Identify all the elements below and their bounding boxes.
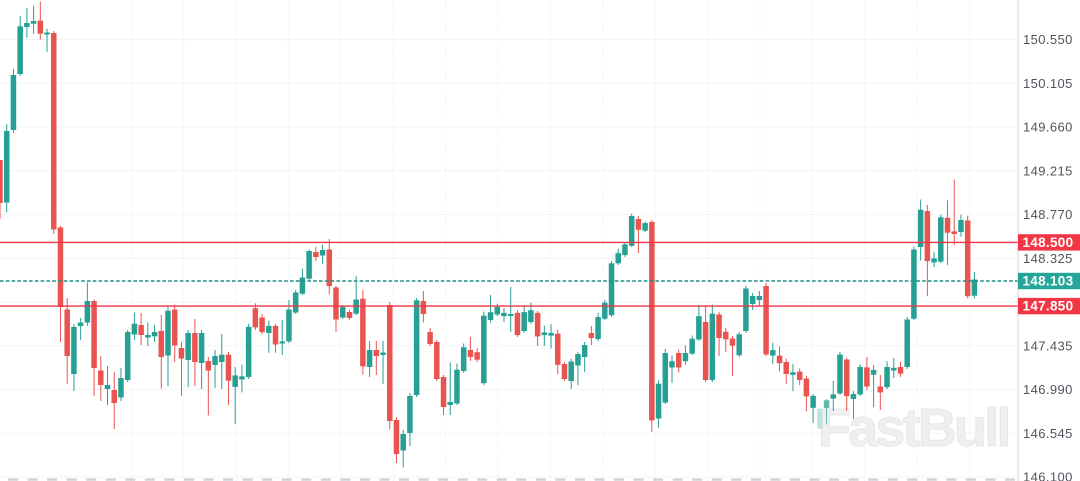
svg-text:150.105: 150.105 — [1023, 76, 1073, 91]
svg-text:147.850: 147.850 — [1023, 299, 1074, 314]
svg-text:146.545: 146.545 — [1023, 426, 1073, 441]
svg-text:148.103: 148.103 — [1023, 274, 1074, 289]
svg-text:149.660: 149.660 — [1023, 120, 1073, 135]
svg-text:148.500: 148.500 — [1023, 235, 1074, 250]
svg-text:146.990: 146.990 — [1023, 382, 1073, 397]
svg-text:148.770: 148.770 — [1023, 207, 1073, 222]
svg-text:FastBull: FastBull — [818, 398, 1009, 458]
svg-text:150.550: 150.550 — [1023, 32, 1073, 47]
svg-text:146.100: 146.100 — [1023, 470, 1073, 481]
svg-text:149.215: 149.215 — [1023, 163, 1073, 178]
svg-text:148.325: 148.325 — [1023, 251, 1073, 266]
svg-text:147.435: 147.435 — [1023, 338, 1073, 353]
